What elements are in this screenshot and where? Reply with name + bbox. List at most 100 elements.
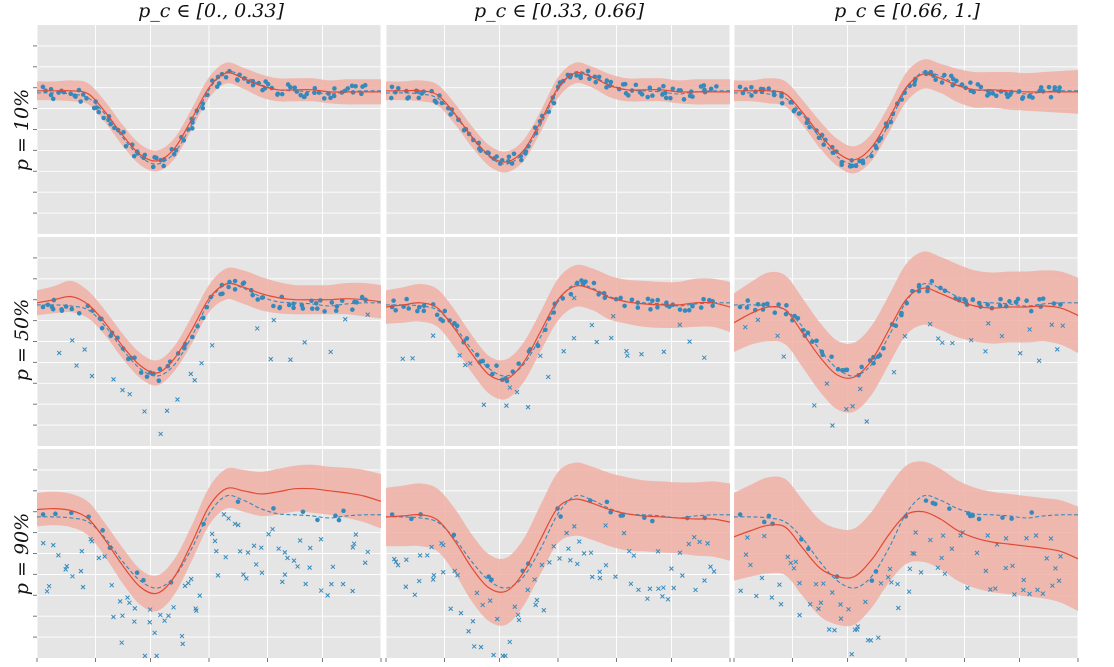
- column-title-0: p_c ∈ [0., 0.33]: [138, 0, 284, 22]
- uncertainty-band: [37, 464, 381, 612]
- observed-point: [321, 96, 327, 101]
- observed-point: [587, 76, 592, 82]
- corrupted-point: [647, 586, 653, 592]
- observed-point: [489, 577, 494, 582]
- corrupted-point: [539, 562, 545, 568]
- corrupted-point: [282, 572, 288, 577]
- corrupted-point: [212, 538, 218, 544]
- observed-point: [954, 78, 959, 84]
- observed-point: [99, 325, 105, 331]
- observed-point: [315, 517, 320, 523]
- panel-r1-c1: [385, 237, 731, 446]
- observed-point: [574, 73, 579, 78]
- observed-point: [232, 278, 238, 284]
- corrupted-point: [849, 651, 855, 657]
- observed-point: [655, 305, 660, 310]
- observed-point: [277, 304, 283, 310]
- observed-point: [474, 352, 480, 358]
- corrupted-point: [621, 530, 627, 536]
- corrupted-point: [775, 333, 780, 339]
- corrupted-point: [241, 572, 246, 577]
- corrupted-point: [1049, 322, 1055, 328]
- corrupted-point: [467, 360, 473, 366]
- corrupted-point: [788, 560, 794, 566]
- corrupted-point: [471, 644, 477, 649]
- observed-point: [998, 296, 1003, 302]
- corrupted-point: [330, 564, 336, 570]
- corrupted-point: [268, 356, 274, 362]
- observed-point: [622, 303, 627, 309]
- observed-point: [766, 86, 772, 91]
- corrupted-point: [132, 606, 138, 611]
- corrupted-point: [226, 516, 231, 521]
- observed-point: [1037, 297, 1042, 302]
- corrupted-point: [404, 557, 409, 563]
- observed-point: [359, 91, 364, 97]
- observed-point: [350, 307, 355, 312]
- observed-point: [94, 105, 100, 110]
- corrupted-point: [80, 584, 86, 590]
- corrupted-point: [759, 575, 765, 581]
- corrupted-point: [516, 617, 522, 623]
- observed-point: [341, 508, 346, 514]
- observed-point: [416, 95, 422, 101]
- observed-point: [681, 97, 687, 102]
- observed-point: [329, 300, 335, 305]
- corrupted-point: [215, 573, 221, 578]
- corrupted-point: [1056, 578, 1062, 584]
- prediction-line: [37, 72, 381, 162]
- column-title-1: p_c ∈ [0.33, 0.66]: [474, 0, 645, 22]
- corrupted-point: [639, 351, 644, 357]
- corrupted-point: [391, 556, 397, 562]
- observed-point: [947, 506, 952, 511]
- observed-point: [404, 296, 409, 302]
- observed-point: [626, 93, 631, 98]
- corrupted-point: [939, 555, 944, 561]
- observed-point: [604, 499, 610, 505]
- corrupted-point: [328, 349, 334, 355]
- corrupted-point: [157, 612, 163, 618]
- observed-point: [494, 154, 499, 159]
- corrupted-point: [687, 339, 692, 344]
- corrupted-point: [679, 573, 685, 578]
- corrupted-point: [512, 604, 518, 610]
- corrupted-point: [412, 592, 418, 598]
- observed-point: [421, 308, 427, 314]
- observed-point: [766, 513, 772, 519]
- observed-point: [968, 80, 973, 85]
- corrupted-point: [470, 618, 476, 624]
- observed-point: [701, 83, 707, 88]
- corrupted-point: [1044, 556, 1050, 561]
- corrupted-point: [440, 542, 446, 548]
- observed-point: [271, 506, 276, 511]
- observed-point: [389, 84, 395, 90]
- corrupted-point: [910, 550, 916, 556]
- observed-point: [333, 513, 338, 519]
- corrupted-point: [987, 587, 993, 592]
- corrupted-point: [288, 357, 293, 363]
- observed-point: [971, 89, 976, 95]
- observed-point: [899, 312, 904, 318]
- observed-point: [156, 378, 162, 383]
- corrupted-point: [1050, 583, 1055, 589]
- observed-point: [942, 72, 947, 78]
- truth-line: [37, 494, 381, 589]
- observed-point: [816, 135, 822, 141]
- observed-point: [744, 305, 750, 310]
- corrupted-point: [669, 566, 674, 571]
- observed-point: [154, 155, 159, 161]
- observed-point: [850, 163, 855, 169]
- corrupted-point: [608, 335, 614, 341]
- observed-point: [1046, 84, 1052, 90]
- corrupted-point: [999, 333, 1005, 339]
- corrupted-point: [965, 585, 970, 591]
- observed-point: [279, 91, 285, 97]
- corrupted-point: [213, 548, 219, 554]
- observed-point: [860, 160, 866, 166]
- corrupted-point: [1048, 536, 1054, 541]
- prediction-line: [386, 72, 730, 163]
- corrupted-point: [120, 613, 125, 619]
- corrupted-point: [1012, 592, 1017, 597]
- corrupted-point: [329, 581, 334, 587]
- observed-point: [69, 306, 75, 312]
